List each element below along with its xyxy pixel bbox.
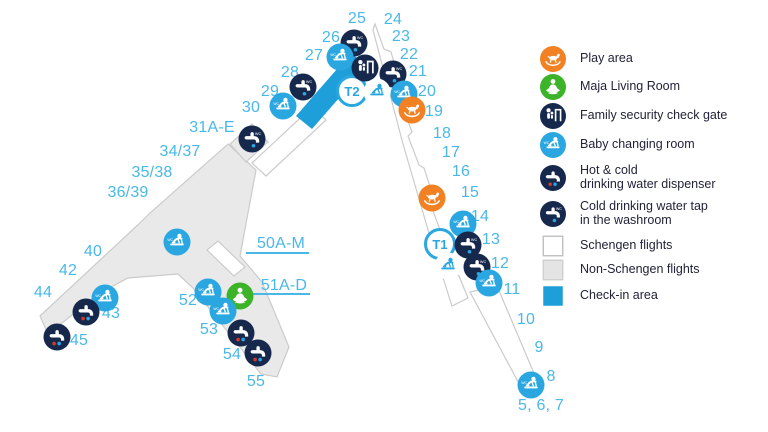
baby-icon: [476, 270, 503, 297]
gate-label-42: 42: [58, 262, 78, 279]
gate-label-16: 16: [451, 163, 471, 180]
gate-label-35-38: 35/38: [131, 164, 173, 181]
legend-item-label: Play area: [580, 52, 633, 66]
baby-inverse-icon: [435, 253, 462, 280]
legend-item-hot-cold-drinking-water-dispenser: Hot & cold drinking water dispenser: [540, 163, 716, 191]
play-icon: [540, 46, 566, 72]
legend-item-family-security-check-gate: Family security check gate: [540, 103, 727, 129]
gate-label-8: 8: [546, 368, 556, 385]
gate-label-34-37: 34/37: [159, 143, 201, 160]
gate-label-20: 20: [417, 83, 437, 100]
terminal-pier-50: [206, 240, 246, 277]
checkin-area-band: [296, 53, 367, 129]
gate-label-21: 21: [408, 63, 428, 80]
baby-icon: [164, 229, 191, 256]
legend-label-line: Cold drinking water tap: [580, 199, 708, 213]
gate-label-27: 27: [304, 47, 324, 64]
legend-label-line: Schengen flights: [580, 238, 673, 253]
tap-hotcold-icon: [44, 324, 71, 351]
gate-label-13: 13: [481, 231, 501, 248]
tap-hotcold-icon: [245, 340, 272, 367]
square-nonschengen-icon: [540, 257, 566, 283]
gate-label-9: 9: [534, 339, 544, 356]
gate-label-25: 25: [347, 10, 367, 27]
gate-label-15: 15: [460, 184, 480, 201]
gate-label-54: 54: [222, 346, 242, 363]
legend-item-baby-changing-room: Baby changing room: [540, 132, 695, 158]
gate-label-44: 44: [33, 284, 53, 301]
legend-item-check-in-area: Check-in area: [540, 283, 658, 309]
gate-label-10: 10: [516, 311, 536, 328]
gate-label-17: 17: [441, 144, 461, 161]
family-gate-icon: [352, 55, 379, 82]
legend: Play area Maja Living Room Family security…: [540, 0, 760, 432]
baby-icon: [270, 93, 297, 120]
baby-icon: [327, 44, 354, 71]
terminal-marker-t2: T2: [336, 75, 368, 107]
baby-inverse-icon: [364, 79, 391, 106]
gate-label-51a-d: 51A-D: [260, 277, 308, 294]
legend-label-line: Hot & cold: [580, 163, 638, 177]
gate-label-53: 53: [199, 321, 219, 338]
family-gate-icon: [540, 103, 566, 129]
gate-label-5-6-7: 5, 6, 7: [518, 397, 564, 414]
gate-label-55: 55: [246, 373, 266, 390]
legend-item-label: Family security check gate: [580, 109, 727, 123]
legend-label-line: Non-Schengen flights: [580, 262, 700, 277]
gate-label-40: 40: [83, 243, 103, 260]
gate-underline-50a-m: [246, 252, 309, 254]
legend-item-non-schengen-flights: Non-Schengen flights: [540, 257, 700, 283]
play-icon: [399, 97, 426, 124]
gate-label-31a-e: 31A-E: [189, 119, 235, 136]
tap-wc-icon: [239, 126, 266, 153]
square-schengen-icon: [540, 233, 566, 259]
gate-label-30: 30: [241, 99, 261, 116]
legend-label-line: Maja Living Room: [580, 79, 681, 94]
legend-label-line: Check-in area: [580, 288, 658, 303]
gate-label-24: 24: [383, 11, 403, 28]
gate-label-19: 19: [424, 103, 444, 120]
gate-label-22: 22: [399, 46, 419, 63]
legend-label-line: Family security check gate: [580, 108, 728, 123]
legend-item-label: Baby changing room: [580, 138, 695, 152]
legend-item-label: Non-Schengen flights: [580, 263, 700, 277]
legend-item-cold-drinking-water-tap-in-the-washroom: Cold drinking water tap in the washroom: [540, 199, 708, 227]
legend-label-line: Play area: [580, 51, 633, 66]
legend-item-maja-living-room: Maja Living Room: [540, 74, 680, 100]
gate-label-50a-m: 50A-M: [256, 235, 306, 252]
tap-hotcold-icon: [73, 299, 100, 326]
baby-icon: [540, 132, 566, 158]
legend-item-label: Check-in area: [580, 289, 658, 303]
legend-item-schengen-flights: Schengen flights: [540, 233, 672, 259]
legend-label-line: drinking water dispenser: [580, 176, 716, 191]
legend-label-line: Baby changing room: [580, 137, 695, 152]
legend-item-label: Cold drinking water tap in the washroom: [580, 199, 708, 227]
maja-icon: [540, 74, 566, 100]
gate-label-45: 45: [69, 332, 89, 349]
play-icon: [419, 185, 446, 212]
gate-label-36-39: 36/39: [107, 184, 149, 201]
gate-label-52: 52: [178, 292, 198, 309]
legend-item-label: Schengen flights: [580, 239, 672, 253]
legend-item-label: Hot & cold drinking water dispenser: [580, 163, 716, 191]
square-checkin-icon: [540, 283, 566, 309]
legend-item-label: Maja Living Room: [580, 80, 680, 94]
gate-label-26: 26: [321, 29, 341, 46]
gate-label-12: 12: [490, 255, 510, 272]
legend-item-play-area: Play area: [540, 46, 633, 72]
gate-label-23: 23: [391, 28, 411, 45]
tap-wc-icon: [540, 201, 566, 227]
gate-label-18: 18: [432, 125, 452, 142]
legend-label-line: in the washroom: [580, 212, 672, 227]
gate-label-11: 11: [503, 281, 521, 298]
gate-underline-51a-d: [252, 293, 310, 295]
tap-hotcold-icon: [540, 165, 566, 191]
